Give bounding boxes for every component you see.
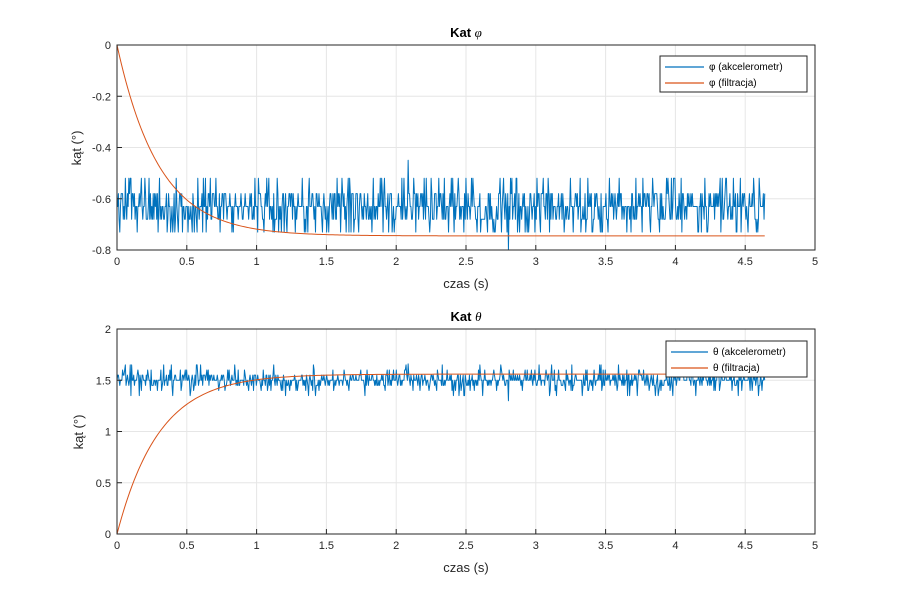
series-line-accelerometer [116, 363, 766, 402]
x-tick-label: 2.5 [458, 540, 473, 552]
y-tick-label: -0.6 [92, 194, 111, 206]
x-tick-label: 1 [254, 256, 260, 268]
x-tick-label: 4 [672, 540, 678, 552]
x-tick-label: 2 [393, 540, 399, 552]
y-axis-label: kąt (°) [69, 131, 84, 166]
y-tick-label: -0.8 [92, 245, 111, 257]
y-tick-label: 1.5 [96, 375, 111, 387]
y-axis-label: kąt (°) [71, 415, 86, 450]
series-line-filtered [116, 44, 765, 237]
y-tick-label: -0.4 [92, 143, 111, 155]
x-tick-label: 5 [812, 256, 818, 268]
legend: θ (akcelerometr) θ (filtracja) [665, 340, 808, 378]
x-tick-label: 3.5 [598, 540, 613, 552]
legend-label-accelerometer: φ (akcelerometr) [709, 62, 783, 73]
x-tick-label: 4.5 [738, 256, 753, 268]
chart-title: Kat θ [451, 309, 483, 324]
x-tick-label: 4.5 [738, 540, 753, 552]
subplot-phi: 0 0.5 1 1.5 2 2.5 3 3.5 4 4.5 5 0 -0.2 -0.4 -0.6 -0.8 K… [69, 25, 818, 291]
series-lines [116, 44, 766, 251]
subplot-theta: 0 0.5 1 1.5 2 2.5 3 3.5 4 4.5 5 0 0.5 1 1.5 2 Kat θ cza… [71, 309, 818, 575]
x-tick-label: 0 [114, 256, 120, 268]
x-tick-label: 3 [533, 540, 539, 552]
y-tick-label: 0.5 [96, 478, 111, 490]
x-tick-label: 0.5 [179, 540, 194, 552]
y-tick-label: -0.2 [92, 91, 111, 103]
legend-label-filtered: θ (filtracja) [713, 363, 760, 374]
x-axis-label: czas (s) [443, 560, 489, 575]
chart-title: Kat φ [450, 25, 482, 40]
series-line-filtered [116, 373, 765, 535]
y-tick-label: 0 [105, 40, 111, 52]
x-tick-label: 0.5 [179, 256, 194, 268]
x-tick-label: 4 [672, 256, 678, 268]
series-line-accelerometer [117, 159, 766, 251]
legend-label-filtered: φ (filtracja) [709, 78, 757, 89]
x-tick-label: 2.5 [458, 256, 473, 268]
x-tick-label: 3.5 [598, 256, 613, 268]
legend: φ (akcelerometr) φ (filtracja) [659, 55, 808, 93]
legend-box [665, 340, 808, 378]
y-tick-label: 1 [105, 427, 111, 439]
ticks: 0 0.5 1 1.5 2 2.5 3 3.5 4 4.5 5 0 0.5 1 1.5 2 [96, 324, 818, 552]
legend-label-accelerometer: θ (akcelerometr) [713, 347, 786, 358]
x-tick-label: 0 [114, 540, 120, 552]
x-axis-label: czas (s) [443, 276, 489, 291]
x-tick-label: 1.5 [319, 540, 334, 552]
y-tick-label: 2 [105, 324, 111, 336]
x-tick-label: 2 [393, 256, 399, 268]
x-tick-label: 1 [254, 540, 260, 552]
legend-box [659, 55, 808, 93]
x-tick-label: 3 [533, 256, 539, 268]
y-tick-label: 0 [105, 529, 111, 541]
ticks: 0 0.5 1 1.5 2 2.5 3 3.5 4 4.5 5 0 -0.2 -0.4 -0.6 -0.8 [92, 40, 818, 268]
series-lines [116, 363, 766, 535]
x-tick-label: 5 [812, 540, 818, 552]
x-tick-label: 1.5 [319, 256, 334, 268]
